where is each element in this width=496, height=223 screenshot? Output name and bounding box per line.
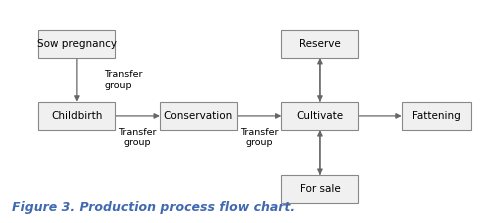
Text: Conservation: Conservation: [164, 111, 233, 121]
FancyBboxPatch shape: [282, 175, 358, 203]
Text: Cultivate: Cultivate: [296, 111, 344, 121]
FancyBboxPatch shape: [282, 102, 358, 130]
FancyBboxPatch shape: [39, 30, 115, 58]
Text: Childbirth: Childbirth: [51, 111, 103, 121]
FancyBboxPatch shape: [282, 30, 358, 58]
Text: Transfer
group: Transfer group: [104, 70, 143, 90]
Text: Fattening: Fattening: [412, 111, 461, 121]
FancyBboxPatch shape: [39, 102, 115, 130]
FancyBboxPatch shape: [160, 102, 237, 130]
Text: Transfer
group: Transfer group: [119, 128, 157, 147]
Text: Reserve: Reserve: [299, 39, 341, 49]
Text: Figure 3. Production process flow chart.: Figure 3. Production process flow chart.: [12, 201, 296, 214]
Text: Transfer
group: Transfer group: [240, 128, 278, 147]
Text: Sow pregnancy: Sow pregnancy: [37, 39, 117, 49]
FancyBboxPatch shape: [402, 102, 471, 130]
Text: For sale: For sale: [300, 184, 340, 194]
